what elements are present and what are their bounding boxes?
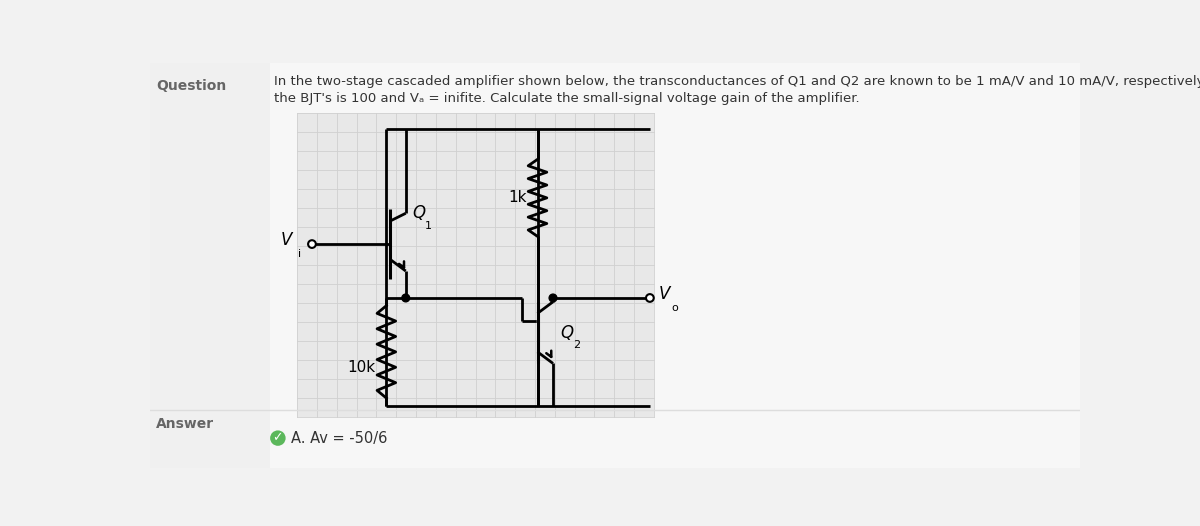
Text: 2: 2 <box>574 340 581 350</box>
Circle shape <box>402 294 409 302</box>
Text: 1k: 1k <box>508 190 527 205</box>
Text: Answer: Answer <box>156 417 215 431</box>
Text: o: o <box>672 304 678 313</box>
Circle shape <box>550 294 557 302</box>
Text: 10k: 10k <box>348 360 376 375</box>
Bar <box>298 113 654 417</box>
Circle shape <box>308 240 316 248</box>
Text: V: V <box>659 285 671 303</box>
Bar <box>150 63 270 468</box>
Text: Question: Question <box>156 78 227 93</box>
Text: V: V <box>281 231 292 249</box>
Circle shape <box>270 430 286 446</box>
Text: i: i <box>298 249 301 259</box>
Text: Q: Q <box>560 323 574 341</box>
Bar <box>270 63 1080 468</box>
Text: the BJT's is 100 and Vₐ = inifite. Calculate the small-signal voltage gain of th: the BJT's is 100 and Vₐ = inifite. Calcu… <box>274 93 859 105</box>
Text: A. Av = -50/6: A. Av = -50/6 <box>292 431 388 446</box>
Text: ✓: ✓ <box>272 432 283 444</box>
Text: In the two-stage cascaded amplifier shown below, the transconductances of Q1 and: In the two-stage cascaded amplifier show… <box>274 75 1200 88</box>
Text: 1: 1 <box>425 221 431 231</box>
Text: Q: Q <box>412 204 425 222</box>
Circle shape <box>646 294 654 302</box>
